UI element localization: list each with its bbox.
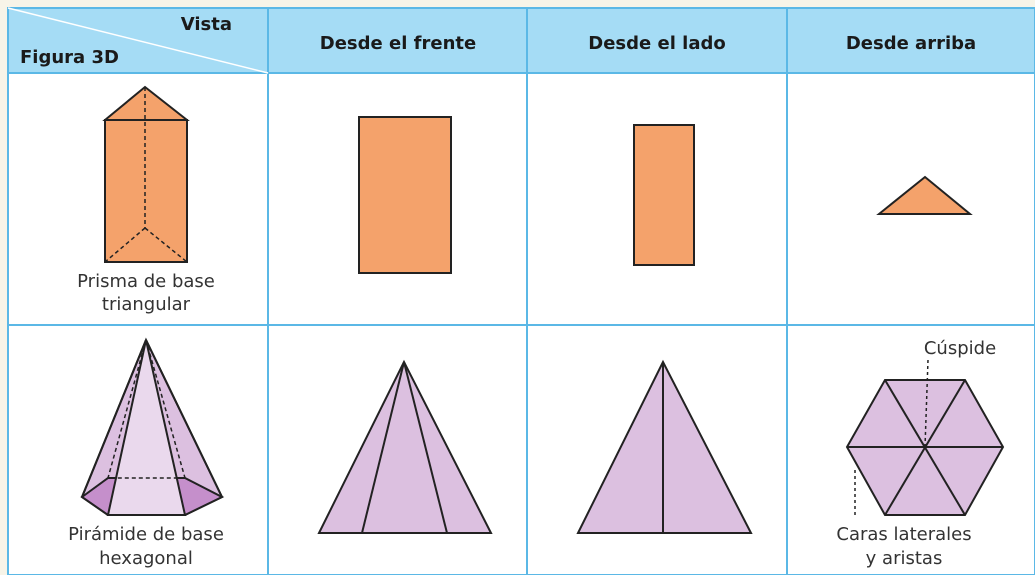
- corner-bottom: Figura 3D: [20, 47, 119, 68]
- annotation: Cúspide: [924, 338, 996, 359]
- corner-top: Vista: [181, 14, 232, 35]
- pyramid-3d: [80, 337, 225, 516]
- annotation: y aristas: [866, 548, 943, 569]
- prism-side: [633, 124, 695, 266]
- pyramid-front: [317, 359, 493, 534]
- figure-label: triangular: [102, 294, 191, 315]
- column-header: Desde el frente: [320, 33, 476, 54]
- pyramid-top: [845, 359, 1005, 518]
- column-header: Desde arriba: [846, 33, 976, 54]
- annotation: Caras laterales: [836, 524, 971, 545]
- figure-label: hexagonal: [99, 548, 193, 569]
- figure-label: Prisma de base: [77, 271, 215, 292]
- figure-label: Pirámide de base: [68, 524, 224, 545]
- column-header: Desde el lado: [588, 33, 725, 54]
- header-bg: [8, 8, 1035, 73]
- pyramid-side: [576, 359, 753, 534]
- prism-3d: [102, 85, 190, 263]
- table-grid: [7, 7, 1035, 575]
- prism-front: [358, 116, 452, 274]
- prism-top: [876, 175, 973, 215]
- corner-diagonal: [7, 7, 269, 74]
